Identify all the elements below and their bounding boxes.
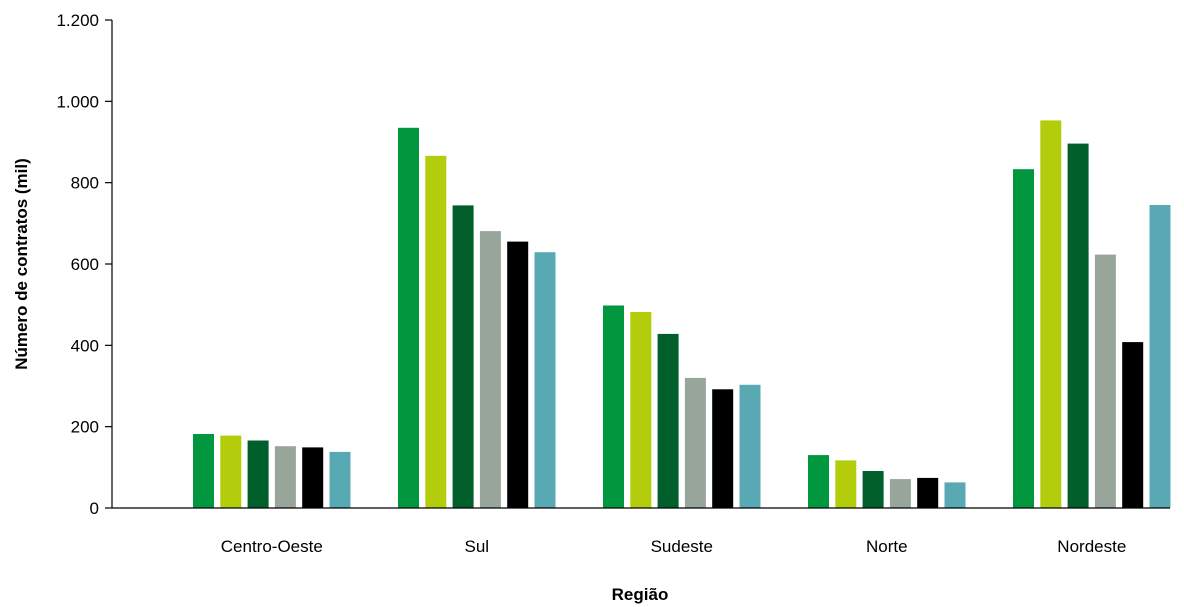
x-tick-label: Centro-Oeste xyxy=(221,537,323,556)
bar xyxy=(630,312,652,508)
bar xyxy=(835,460,857,508)
y-tick-label: 1.000 xyxy=(56,92,99,111)
bar xyxy=(603,305,624,508)
bar xyxy=(1040,120,1062,509)
bar xyxy=(1013,169,1034,508)
bar xyxy=(425,155,447,509)
x-axis-title: Região xyxy=(612,585,669,604)
y-axis-title: Número de contratos (mil) xyxy=(12,158,31,370)
bar xyxy=(220,435,242,508)
bar xyxy=(247,440,269,508)
bar xyxy=(534,252,556,508)
x-tick-label: Sudeste xyxy=(651,537,713,556)
bar xyxy=(1149,205,1171,508)
bar xyxy=(452,205,474,508)
bar xyxy=(1094,254,1116,508)
bar xyxy=(1067,143,1089,508)
bar xyxy=(398,127,419,509)
bar xyxy=(862,471,884,508)
y-tick-label: 800 xyxy=(71,174,99,193)
y-tick-label: 1.200 xyxy=(56,11,99,30)
bar xyxy=(193,434,214,508)
bar xyxy=(479,231,501,508)
bar xyxy=(917,477,939,508)
bar xyxy=(808,455,829,508)
bar xyxy=(302,447,324,508)
x-axis-tick-labels: Centro-Oeste Sul Sudeste Norte Nordeste xyxy=(221,537,1127,556)
bar xyxy=(329,451,351,508)
y-tick-label: 600 xyxy=(71,255,99,274)
bar xyxy=(507,241,529,508)
x-tick-label: Nordeste xyxy=(1057,537,1126,556)
bar xyxy=(739,384,761,508)
x-tick-label: Sul xyxy=(465,537,490,556)
y-tick-label: 200 xyxy=(71,418,99,437)
y-tick-label: 0 xyxy=(90,499,99,518)
bar xyxy=(944,482,966,508)
bar xyxy=(889,479,911,508)
bars-group xyxy=(193,120,1171,509)
bar xyxy=(657,333,679,508)
bar xyxy=(274,446,296,508)
bar xyxy=(1122,342,1144,508)
y-tick-label: 400 xyxy=(71,336,99,355)
bar xyxy=(684,377,706,508)
bar xyxy=(712,389,734,508)
y-axis-ticks: 0 200 400 600 800 1.000 1.200 xyxy=(56,11,112,518)
x-tick-label: Norte xyxy=(866,537,908,556)
